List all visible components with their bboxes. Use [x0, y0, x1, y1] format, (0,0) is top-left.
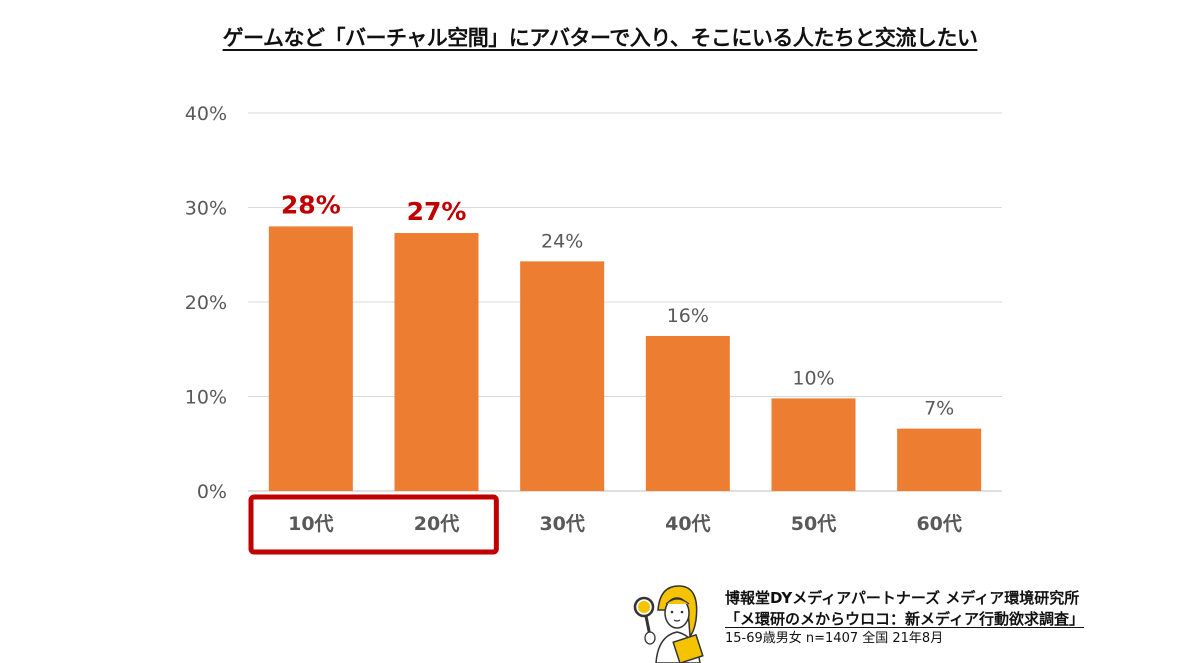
- y-tick-label: 40%: [185, 103, 227, 125]
- data-label: 10%: [792, 367, 834, 389]
- x-tick-label: 30代: [539, 513, 584, 535]
- x-tick-label: 10代: [288, 513, 333, 535]
- y-tick-label: 10%: [185, 387, 227, 409]
- x-tick-label: 60代: [916, 513, 961, 535]
- bar: [645, 336, 730, 491]
- credit-text: 博報堂DYメディアパートナーズ メディア環境研究所 「メ環研のメからウロコ：新メ…: [725, 588, 1084, 649]
- bar: [897, 428, 982, 491]
- credit-sample-info: 15-69歳男女 n=1407 全国 21年8月: [725, 631, 944, 646]
- x-tick-label: 20代: [414, 513, 459, 535]
- bar: [771, 398, 856, 491]
- credit-study-title: 「メ環研のメからウロコ：新メディア行動欲求調査」: [725, 610, 1084, 628]
- data-label: 16%: [667, 305, 709, 327]
- data-label: 28%: [281, 190, 341, 219]
- source-credit: 博報堂DYメディアパートナーズ メディア環境研究所 「メ環研のメからウロコ：新メ…: [630, 580, 1190, 663]
- credit-organization: 博報堂DYメディアパートナーズ メディア環境研究所: [725, 589, 1080, 607]
- x-tick-label: 40代: [665, 513, 710, 535]
- bar: [394, 233, 479, 491]
- bar-chart: 0% 10% 20% 30% 40% 28% 10代 27% 20代 24% 30代 16% 40代 10…: [185, 103, 1002, 555]
- y-tick-label: 20%: [185, 292, 227, 314]
- x-tick-label: 50代: [791, 513, 836, 535]
- highlight-box: [248, 494, 499, 555]
- bar: [268, 226, 353, 491]
- bar: [520, 261, 605, 491]
- data-label: 24%: [541, 230, 583, 252]
- chart-title: ゲームなど「バーチャル空間」にアバターで入り、そこにいる人たちと交流したい: [222, 26, 978, 50]
- y-tick-label: 0%: [197, 481, 227, 503]
- data-label: 7%: [924, 398, 954, 420]
- y-tick-label: 30%: [185, 198, 227, 220]
- researcher-illustration-icon: [633, 585, 704, 663]
- data-label: 27%: [407, 197, 467, 226]
